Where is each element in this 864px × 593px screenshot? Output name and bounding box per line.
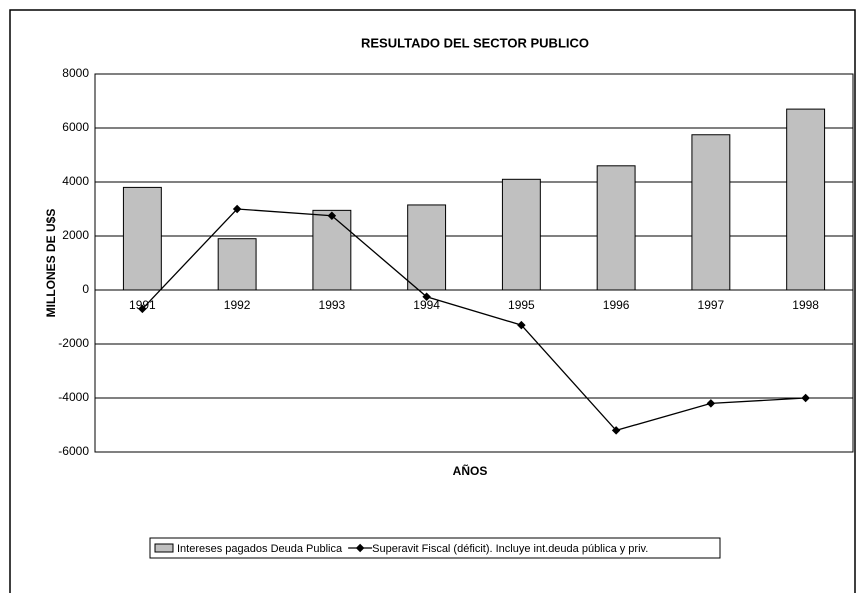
y-tick-label: 8000 — [62, 66, 89, 80]
y-tick-label: -2000 — [58, 336, 89, 350]
legend-label: Superavit Fiscal (déficit). Incluye int.… — [372, 543, 648, 555]
x-axis-label: AÑOS — [453, 463, 488, 478]
marker — [138, 304, 147, 314]
bar — [786, 108, 826, 291]
marker — [706, 399, 716, 408]
y-tick-label: 2000 — [62, 228, 89, 242]
y-tick-label: -4000 — [58, 390, 89, 404]
y-tick-label: 0 — [82, 282, 89, 296]
bar — [217, 238, 257, 291]
y-tick-label: 4000 — [62, 174, 89, 188]
legend-swatch — [154, 543, 174, 553]
marker — [801, 393, 810, 403]
bar — [501, 178, 541, 291]
legend-marker — [355, 543, 365, 553]
line — [141, 208, 806, 432]
frame — [9, 9, 856, 593]
x-tick-label: 1994 — [413, 298, 440, 312]
x-tick-label: 1995 — [508, 298, 535, 312]
bar — [596, 165, 636, 291]
marker — [232, 204, 242, 214]
plot-area — [94, 73, 854, 453]
x-tick-label: 1993 — [319, 298, 346, 312]
x-tick-label: 1997 — [698, 298, 725, 312]
bar — [312, 209, 352, 291]
bar — [407, 204, 447, 291]
y-tick-label: -6000 — [58, 444, 89, 458]
y-tick-label: 6000 — [62, 120, 89, 134]
bar — [122, 186, 162, 291]
marker — [611, 426, 621, 435]
legend-box — [149, 537, 721, 559]
marker — [422, 292, 431, 301]
chart-title: RESULTADO DEL SECTOR PUBLICO — [361, 35, 589, 50]
bar — [691, 134, 731, 291]
marker — [327, 211, 337, 220]
legend-label: Intereses pagados Deuda Publica — [177, 543, 343, 555]
x-tick-label: 1992 — [224, 298, 251, 312]
x-tick-label: 1998 — [792, 298, 819, 312]
y-axis-label: MILLONES DE U$S — [44, 209, 58, 318]
marker — [517, 320, 526, 330]
x-tick-label: 1996 — [603, 298, 630, 312]
